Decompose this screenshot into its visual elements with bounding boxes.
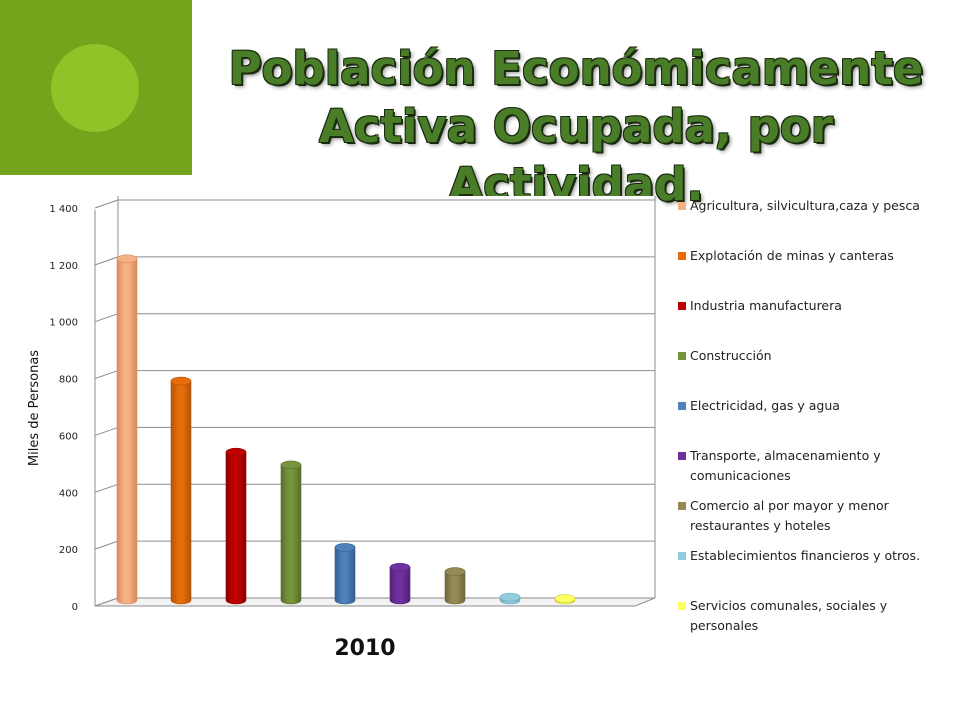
y-tick-label: 1 200 — [49, 261, 78, 272]
plot-back-wall — [118, 196, 655, 598]
legend-swatch — [678, 252, 686, 260]
bar — [225, 451, 247, 605]
gridline-side — [94, 199, 119, 209]
legend-label: Agricultura, silvicultura,caza y pesca — [690, 198, 920, 213]
legend-label: Electricidad, gas y agua — [690, 398, 840, 413]
y-tick-label: 1 400 — [49, 204, 78, 215]
legend-swatch — [678, 402, 686, 410]
bar — [334, 547, 356, 605]
legend-swatch — [678, 552, 686, 560]
legend-swatch — [678, 452, 686, 460]
bar-top — [554, 594, 576, 603]
y-tick-label: 800 — [59, 375, 78, 386]
legend-swatch — [678, 352, 686, 360]
bar-top — [225, 447, 247, 457]
x-axis-label: 2010 — [334, 636, 395, 661]
gridline-side — [94, 483, 119, 493]
bar-top — [280, 460, 302, 470]
legend-label: Explotación de minas y canteras — [690, 248, 894, 263]
bar-top — [444, 567, 466, 576]
y-tick-label: 200 — [59, 545, 78, 556]
gridline-side — [94, 313, 119, 323]
legend-label: Establecimientos financieros y otros. — [690, 548, 921, 563]
legend-label: Transporte, almacenamiento y comunicacio… — [690, 448, 881, 483]
gridline-side — [94, 256, 119, 266]
gridline-side — [94, 370, 119, 380]
legend-swatch — [678, 502, 686, 510]
legend-label: Comercio al por mayor y menor restaurant… — [690, 498, 889, 533]
bar-top — [499, 592, 521, 602]
bar — [170, 380, 192, 605]
gridline-side — [94, 426, 119, 436]
legend-swatch — [678, 302, 686, 310]
legend-swatch — [678, 602, 686, 610]
legend-swatch — [678, 202, 686, 210]
bar — [444, 571, 466, 605]
y-tick-label: 400 — [59, 488, 78, 499]
bar — [389, 567, 411, 605]
bar-top — [170, 376, 192, 386]
bar — [280, 464, 302, 605]
bar-top — [116, 254, 138, 264]
bar-top — [389, 563, 411, 572]
y-axis-label: Miles de Personas — [27, 350, 42, 466]
legend-label: Industria manufacturera — [690, 298, 842, 313]
accent-block — [0, 0, 192, 175]
bar — [116, 258, 138, 605]
legend-label: Servicios comunales, sociales y personal… — [690, 598, 888, 633]
y-tick-label: 0 — [72, 602, 78, 613]
bar-top — [334, 543, 356, 552]
title-line-1: Población Económicamente — [228, 42, 924, 95]
y-tick-label: 600 — [59, 431, 78, 442]
y-tick-label: 1 000 — [49, 318, 78, 329]
accent-circle — [51, 44, 139, 132]
legend-label: Construcción — [690, 348, 772, 363]
gridline-side — [94, 540, 119, 550]
